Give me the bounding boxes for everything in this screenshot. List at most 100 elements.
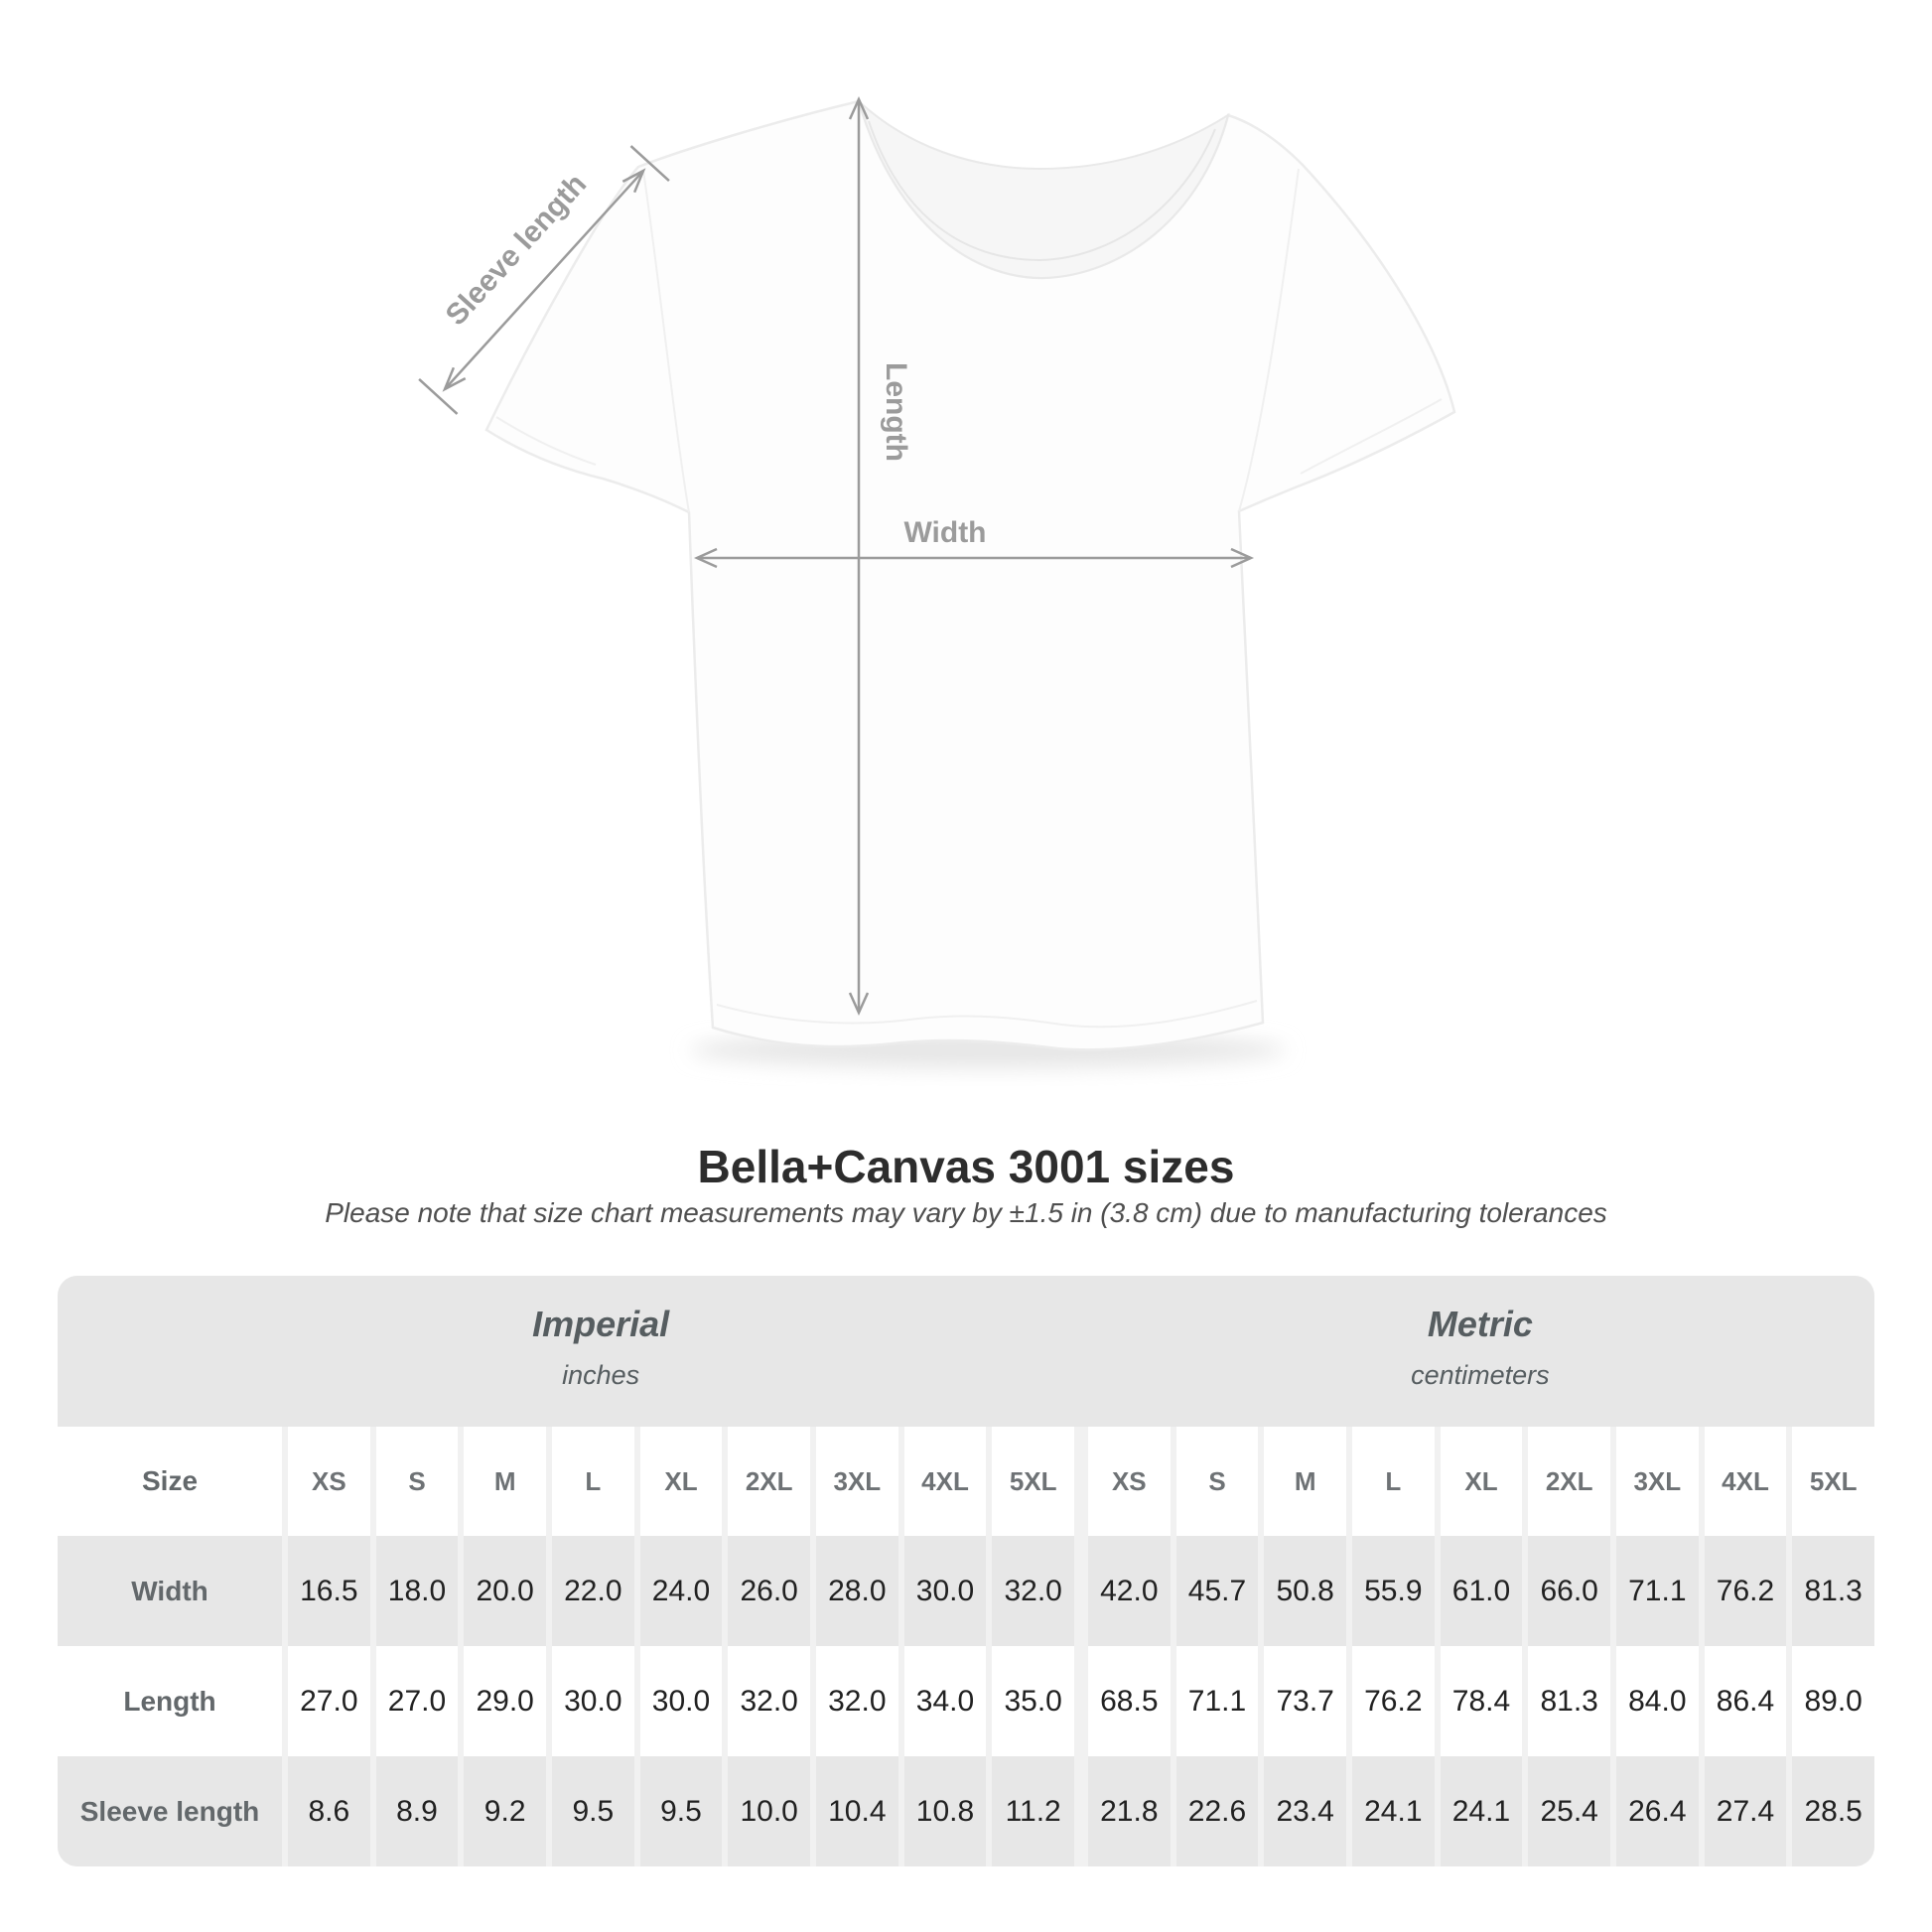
metric-size-header: 5XL <box>1792 1427 1874 1536</box>
sleeve-imperial-value: 10.0 <box>728 1756 810 1866</box>
metric-size-header: 4XL <box>1704 1427 1787 1536</box>
row-label: Length <box>58 1646 282 1756</box>
width-metric-value: 76.2 <box>1704 1536 1787 1646</box>
width-arrow <box>693 547 1255 569</box>
length-label: Length <box>880 362 912 462</box>
width-imperial-value: 16.5 <box>288 1536 370 1646</box>
width-metric-value: 42.0 <box>1087 1536 1171 1646</box>
width-imperial-value: 26.0 <box>728 1536 810 1646</box>
length-metric-value: 81.3 <box>1528 1646 1610 1756</box>
unit-divider <box>1080 1756 1082 1866</box>
imperial-size-header: 2XL <box>728 1427 810 1536</box>
length-metric-value: 84.0 <box>1615 1646 1699 1756</box>
width-metric-value: 61.0 <box>1440 1536 1523 1646</box>
tolerance-note: Please note that size chart measurements… <box>325 1197 1607 1228</box>
width-imperial-value: 30.0 <box>903 1536 987 1646</box>
width-imperial-value: 28.0 <box>815 1536 898 1646</box>
size-column-title: Size <box>58 1427 282 1536</box>
sleeve-metric-value: 21.8 <box>1087 1756 1171 1866</box>
metric-size-header: XS <box>1087 1427 1171 1536</box>
size-table: Imperial inches Metric centimeters Size … <box>58 1276 1874 1866</box>
length-metric-value: 68.5 <box>1087 1646 1171 1756</box>
metric-size-header: L <box>1351 1427 1435 1536</box>
sleeve-metric-value: 27.4 <box>1704 1756 1787 1866</box>
table-row-width: Width 16.5 18.0 20.0 22.0 24.0 26.0 28.0… <box>58 1536 1874 1646</box>
row-label: Sleeve length <box>58 1756 282 1866</box>
width-imperial-value: 18.0 <box>375 1536 459 1646</box>
metric-unit-label: centimeters <box>1411 1360 1550 1390</box>
tshirt-right-sleeve-seam <box>1238 168 1300 512</box>
length-imperial-value: 27.0 <box>288 1646 370 1756</box>
length-imperial-value: 35.0 <box>992 1646 1074 1756</box>
sleeve-metric-value: 26.4 <box>1615 1756 1699 1866</box>
length-metric-value: 89.0 <box>1792 1646 1874 1756</box>
metric-size-header: 3XL <box>1615 1427 1699 1536</box>
tshirt-collar-band-seam <box>868 120 1216 262</box>
length-imperial-value: 34.0 <box>903 1646 987 1756</box>
tshirt-right-cuff-seam <box>1300 398 1443 475</box>
sleeve-metric-value: 28.5 <box>1792 1756 1874 1866</box>
imperial-group-header: Imperial inches <box>532 1302 669 1395</box>
imperial-size-header: XS <box>288 1427 370 1536</box>
sleeve-metric-value: 22.6 <box>1175 1756 1259 1866</box>
width-imperial-value: 32.0 <box>992 1536 1074 1646</box>
width-metric-value: 66.0 <box>1528 1536 1610 1646</box>
sleeve-imperial-value: 9.2 <box>464 1756 546 1866</box>
imperial-size-header: M <box>464 1427 546 1536</box>
tshirt-left-cuff-seam <box>495 416 597 466</box>
imperial-size-header: S <box>375 1427 459 1536</box>
unit-divider <box>1080 1427 1082 1536</box>
imperial-size-header: L <box>551 1427 634 1536</box>
width-imperial-value: 22.0 <box>551 1536 634 1646</box>
unit-divider <box>1080 1536 1082 1646</box>
sleeve-imperial-value: 10.4 <box>815 1756 898 1866</box>
sleeve-imperial-value: 10.8 <box>903 1756 987 1866</box>
length-metric-value: 86.4 <box>1704 1646 1787 1756</box>
metric-label: Metric <box>1427 1304 1533 1344</box>
unit-divider <box>1080 1646 1082 1756</box>
sleeve-imperial-value: 8.9 <box>375 1756 459 1866</box>
imperial-size-header: XL <box>639 1427 723 1536</box>
length-imperial-value: 32.0 <box>815 1646 898 1756</box>
tshirt-collar <box>857 97 1230 280</box>
width-label: Width <box>903 516 986 549</box>
sleeve-imperial-value: 8.6 <box>288 1756 370 1866</box>
sleeve-imperial-value: 11.2 <box>992 1756 1074 1866</box>
length-metric-value: 78.4 <box>1440 1646 1523 1756</box>
page-title: Bella+Canvas 3001 sizes <box>697 1141 1235 1192</box>
width-imperial-value: 20.0 <box>464 1536 546 1646</box>
imperial-size-header: 5XL <box>992 1427 1074 1536</box>
sleeve-imperial-value: 9.5 <box>551 1756 634 1866</box>
length-imperial-value: 29.0 <box>464 1646 546 1756</box>
sleeve-metric-value: 25.4 <box>1528 1756 1610 1866</box>
sleeve-length-arrow <box>418 145 670 415</box>
length-imperial-value: 27.0 <box>375 1646 459 1756</box>
imperial-size-header: 3XL <box>815 1427 898 1536</box>
metric-group-header: Metric centimeters <box>1411 1302 1550 1395</box>
width-metric-value: 45.7 <box>1175 1536 1259 1646</box>
sleeve-imperial-value: 9.5 <box>639 1756 723 1866</box>
width-imperial-value: 24.0 <box>639 1536 723 1646</box>
imperial-size-header: 4XL <box>903 1427 987 1536</box>
size-header-row: Size XS S M L XL 2XL 3XL 4XL 5XL XS S M … <box>58 1427 1874 1536</box>
width-metric-value: 50.8 <box>1264 1536 1346 1646</box>
row-label: Width <box>58 1536 282 1646</box>
sleeve-metric-value: 24.1 <box>1351 1756 1435 1866</box>
width-metric-value: 55.9 <box>1351 1536 1435 1646</box>
imperial-label: Imperial <box>532 1304 670 1344</box>
sleeve-metric-value: 23.4 <box>1264 1756 1346 1866</box>
length-metric-value: 73.7 <box>1264 1646 1346 1756</box>
length-imperial-value: 30.0 <box>639 1646 723 1756</box>
metric-size-header: S <box>1175 1427 1259 1536</box>
tshirt-body <box>484 99 1456 1051</box>
tshirt-left-sleeve-seam <box>642 170 690 513</box>
length-imperial-value: 32.0 <box>728 1646 810 1756</box>
width-metric-value: 81.3 <box>1792 1536 1874 1646</box>
length-arrow <box>848 95 870 1017</box>
table-row-sleeve-length: Sleeve length 8.6 8.9 9.2 9.5 9.5 10.0 1… <box>58 1756 1874 1866</box>
tshirt-measurement-diagram: Sleeve length Length Width <box>418 95 1456 1068</box>
length-metric-value: 71.1 <box>1175 1646 1259 1756</box>
length-metric-value: 76.2 <box>1351 1646 1435 1756</box>
unit-group-header-row: Imperial inches Metric centimeters <box>58 1276 1874 1427</box>
